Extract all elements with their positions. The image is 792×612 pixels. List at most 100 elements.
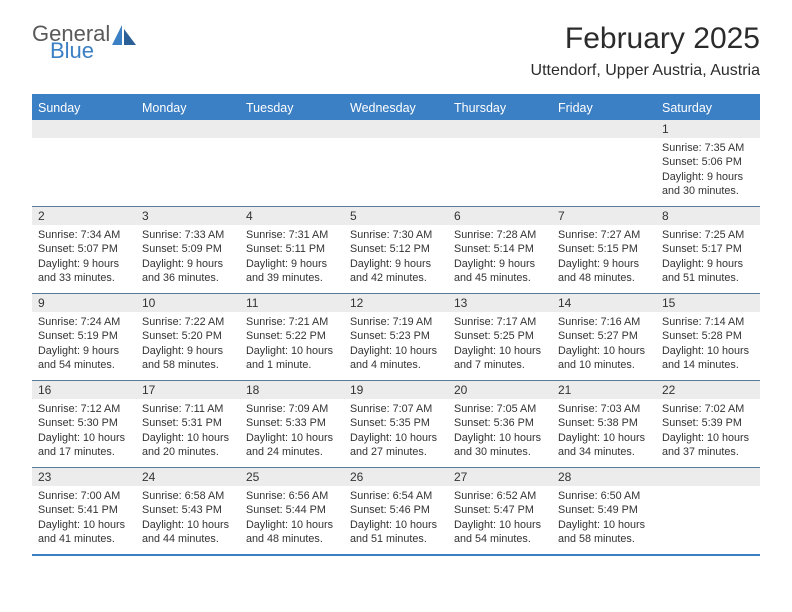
day-cell: 24 Sunrise: 6:58 AMSunset: 5:43 PMDayligh…	[136, 468, 240, 554]
month-title: February 2025	[531, 22, 760, 56]
daylight-text: Daylight: 9 hours and 45 minutes.	[454, 257, 546, 286]
day-info: Sunrise: 6:58 AMSunset: 5:43 PMDaylight:…	[142, 489, 234, 546]
day-info: Sunrise: 7:22 AMSunset: 5:20 PMDaylight:…	[142, 315, 234, 372]
day-cell	[448, 120, 552, 206]
week-row: 2Sunrise: 7:34 AMSunset: 5:07 PMDaylight…	[32, 207, 760, 294]
day-number: 3	[136, 207, 240, 225]
sunset-text: Sunset: 5:43 PM	[142, 503, 234, 517]
day-number: 14	[552, 294, 656, 312]
week-row: 16Sunrise: 7:12 AMSunset: 5:30 PMDayligh…	[32, 381, 760, 468]
day-info: Sunrise: 6:52 AMSunset: 5:47 PMDaylight:…	[454, 489, 546, 546]
daylight-text: Daylight: 9 hours and 33 minutes.	[38, 257, 130, 286]
sunset-text: Sunset: 5:41 PM	[38, 503, 130, 517]
day-cell: 5Sunrise: 7:30 AMSunset: 5:12 PMDaylight…	[344, 207, 448, 293]
day-number: 20	[448, 381, 552, 399]
day-cell	[344, 120, 448, 206]
sunrise-text: Sunrise: 7:14 AM	[662, 315, 754, 329]
day-number: 18	[240, 381, 344, 399]
sunset-text: Sunset: 5:36 PM	[454, 416, 546, 430]
day-cell: 15Sunrise: 7:14 AMSunset: 5:28 PMDayligh…	[656, 294, 760, 380]
day-cell: 25Sunrise: 6:56 AMSunset: 5:44 PMDayligh…	[240, 468, 344, 554]
sunset-text: Sunset: 5:15 PM	[558, 242, 650, 256]
day-number: 8	[656, 207, 760, 225]
daylight-text: Daylight: 9 hours and 39 minutes.	[246, 257, 338, 286]
weekday-label: Tuesday	[240, 96, 344, 120]
sunrise-text: Sunrise: 7:03 AM	[558, 402, 650, 416]
weekday-label: Saturday	[656, 96, 760, 120]
day-cell: 6Sunrise: 7:28 AMSunset: 5:14 PMDaylight…	[448, 207, 552, 293]
day-cell: 9Sunrise: 7:24 AMSunset: 5:19 PMDaylight…	[32, 294, 136, 380]
day-number: 13	[448, 294, 552, 312]
sunrise-text: Sunrise: 7:12 AM	[38, 402, 130, 416]
day-cell: 7Sunrise: 7:27 AMSunset: 5:15 PMDaylight…	[552, 207, 656, 293]
day-cell: 12 Sunrise: 7:19 AMSunset: 5:23 PMDayligh…	[344, 294, 448, 380]
title-block: February 2025 Uttendorf, Upper Austria, …	[531, 22, 760, 80]
day-number	[240, 120, 344, 138]
sunrise-text: Sunrise: 7:17 AM	[454, 315, 546, 329]
sunrise-text: Sunrise: 7:02 AM	[662, 402, 754, 416]
sunset-text: Sunset: 5:11 PM	[246, 242, 338, 256]
day-number	[32, 120, 136, 138]
day-cell: 1Sunrise: 7:35 AMSunset: 5:06 PMDaylight…	[656, 120, 760, 206]
day-number	[448, 120, 552, 138]
sunset-text: Sunset: 5:35 PM	[350, 416, 442, 430]
day-info: Sunrise: 7:16 AMSunset: 5:27 PMDaylight:…	[558, 315, 650, 372]
day-number: 23	[32, 468, 136, 486]
sunrise-text: Sunrise: 7:35 AM	[662, 141, 754, 155]
day-info: Sunrise: 7:09 AMSunset: 5:33 PMDaylight:…	[246, 402, 338, 459]
day-cell: 21Sunrise: 7:03 AMSunset: 5:38 PMDayligh…	[552, 381, 656, 467]
sunrise-text: Sunrise: 6:56 AM	[246, 489, 338, 503]
logo: General Blue	[32, 22, 138, 62]
day-info: Sunrise: 6:54 AMSunset: 5:46 PMDaylight:…	[350, 489, 442, 546]
sunset-text: Sunset: 5:14 PM	[454, 242, 546, 256]
day-info: Sunrise: 7:14 AMSunset: 5:28 PMDaylight:…	[662, 315, 754, 372]
day-cell: 4 Sunrise: 7:31 AMSunset: 5:11 PMDaylight…	[240, 207, 344, 293]
sunrise-text: Sunrise: 7:19 AM	[350, 315, 442, 329]
daylight-text: Daylight: 10 hours and 30 minutes.	[454, 431, 546, 460]
weekday-label: Wednesday	[344, 96, 448, 120]
day-number: 16	[32, 381, 136, 399]
sunrise-text: Sunrise: 7:31 AM	[246, 228, 338, 242]
day-number: 4	[240, 207, 344, 225]
daylight-text: Daylight: 10 hours and 41 minutes.	[38, 518, 130, 547]
day-cell: 20 Sunrise: 7:05 AMSunset: 5:36 PMDayligh…	[448, 381, 552, 467]
sunset-text: Sunset: 5:49 PM	[558, 503, 650, 517]
sunset-text: Sunset: 5:39 PM	[662, 416, 754, 430]
day-info: Sunrise: 7:00 AMSunset: 5:41 PMDaylight:…	[38, 489, 130, 546]
day-info: Sunrise: 7:12 AMSunset: 5:30 PMDaylight:…	[38, 402, 130, 459]
sunset-text: Sunset: 5:46 PM	[350, 503, 442, 517]
day-info: Sunrise: 7:11 AMSunset: 5:31 PMDaylight:…	[142, 402, 234, 459]
day-info: Sunrise: 7:21 AMSunset: 5:22 PMDaylight:…	[246, 315, 338, 372]
daylight-text: Daylight: 10 hours and 7 minutes.	[454, 344, 546, 373]
day-cell: 17 Sunrise: 7:11 AMSunset: 5:31 PMDayligh…	[136, 381, 240, 467]
daylight-text: Daylight: 10 hours and 48 minutes.	[246, 518, 338, 547]
day-info: Sunrise: 7:05 AMSunset: 5:36 PMDaylight:…	[454, 402, 546, 459]
day-info: Sunrise: 7:30 AMSunset: 5:12 PMDaylight:…	[350, 228, 442, 285]
sunset-text: Sunset: 5:30 PM	[38, 416, 130, 430]
location: Uttendorf, Upper Austria, Austria	[531, 62, 760, 80]
daylight-text: Daylight: 9 hours and 48 minutes.	[558, 257, 650, 286]
day-number: 12	[344, 294, 448, 312]
sunrise-text: Sunrise: 6:58 AM	[142, 489, 234, 503]
day-number: 24	[136, 468, 240, 486]
daylight-text: Daylight: 10 hours and 37 minutes.	[662, 431, 754, 460]
day-cell	[656, 468, 760, 554]
day-info: Sunrise: 7:31 AMSunset: 5:11 PMDaylight:…	[246, 228, 338, 285]
day-cell: 13 Sunrise: 7:17 AMSunset: 5:25 PMDayligh…	[448, 294, 552, 380]
day-number: 26	[344, 468, 448, 486]
day-cell	[32, 120, 136, 206]
day-info: Sunrise: 7:19 AMSunset: 5:23 PMDaylight:…	[350, 315, 442, 372]
day-cell: 18 Sunrise: 7:09 AMSunset: 5:33 PMDayligh…	[240, 381, 344, 467]
weekday-label: Monday	[136, 96, 240, 120]
day-number: 28	[552, 468, 656, 486]
day-number	[344, 120, 448, 138]
sunset-text: Sunset: 5:31 PM	[142, 416, 234, 430]
calendar: Sunday Monday Tuesday Wednesday Thursday…	[32, 94, 760, 556]
daylight-text: Daylight: 10 hours and 34 minutes.	[558, 431, 650, 460]
daylight-text: Daylight: 10 hours and 24 minutes.	[246, 431, 338, 460]
day-cell: 3Sunrise: 7:33 AMSunset: 5:09 PMDaylight…	[136, 207, 240, 293]
day-number: 17	[136, 381, 240, 399]
day-info: Sunrise: 7:02 AMSunset: 5:39 PMDaylight:…	[662, 402, 754, 459]
sunset-text: Sunset: 5:25 PM	[454, 329, 546, 343]
daylight-text: Daylight: 9 hours and 36 minutes.	[142, 257, 234, 286]
